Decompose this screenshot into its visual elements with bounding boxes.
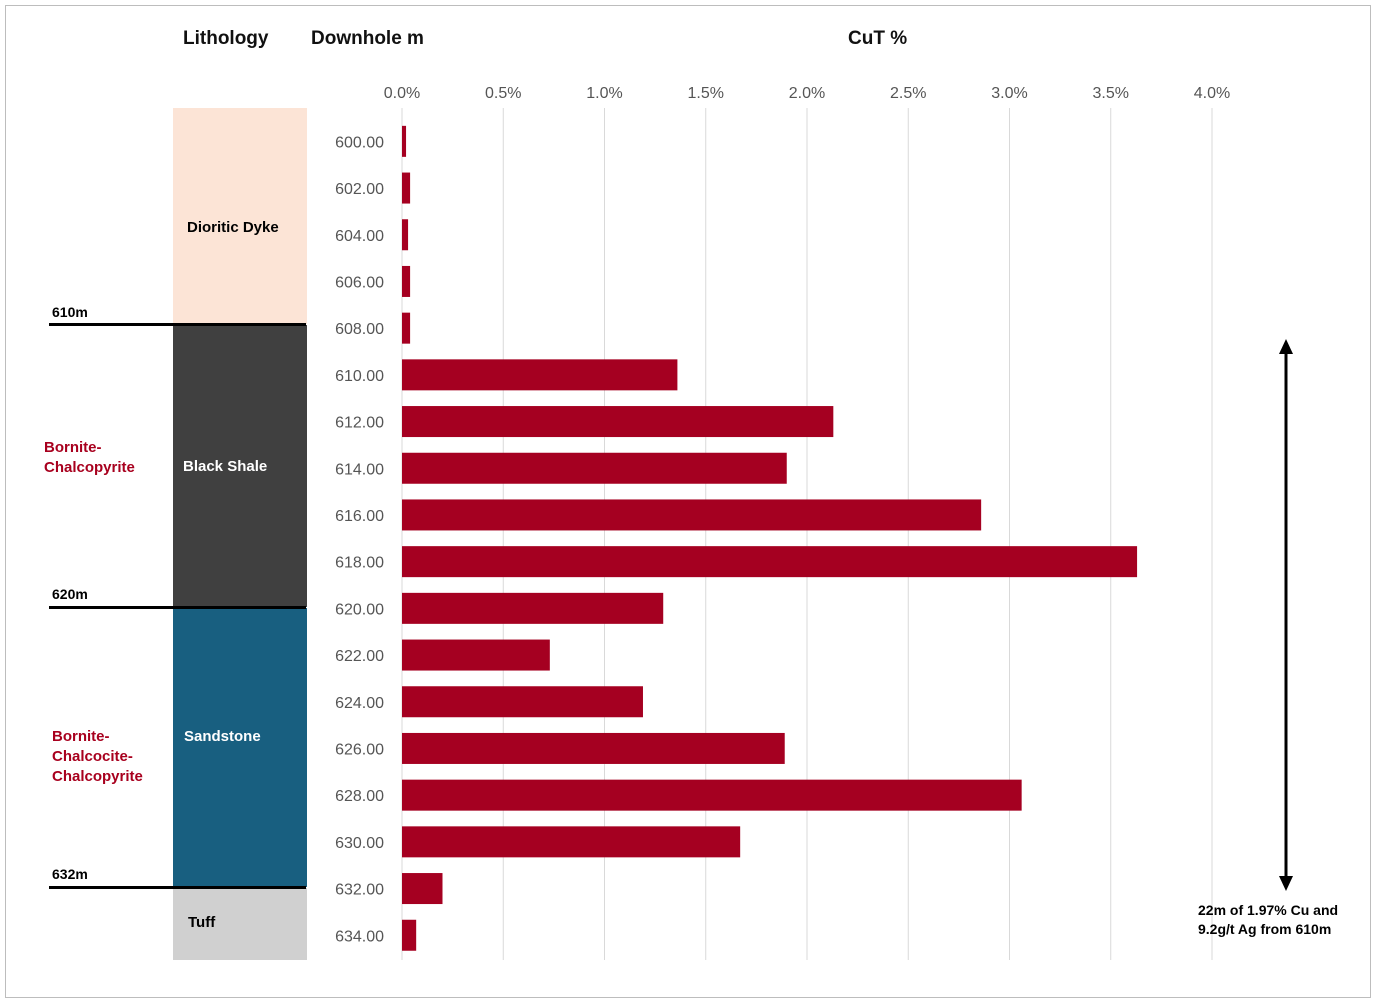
- bar-layer: [402, 125, 1138, 951]
- chart-title: CuT %: [848, 28, 908, 49]
- bar: [402, 779, 1022, 811]
- chart-frame: [5, 5, 1371, 998]
- depth-line-620: [49, 606, 306, 609]
- category-label: 620.00: [335, 601, 384, 618]
- lithology-unit-sandstone: Sandstone: [173, 608, 307, 887]
- lithology-unit-tuff: Tuff: [173, 888, 307, 960]
- x-tick-label: 1.5%: [688, 85, 724, 102]
- mineral-line: Bornite-: [52, 728, 110, 745]
- category-label: 622.00: [335, 648, 384, 665]
- depth-label-632: 632m: [52, 866, 88, 882]
- x-tick-label: 0.5%: [485, 85, 521, 102]
- lithology-label-black-shale: Black Shale: [183, 458, 268, 475]
- downhole-header: Downhole m: [311, 28, 424, 49]
- category-label: 606.00: [335, 274, 384, 291]
- intercept-note: 22m of 1.97% Cu and 9.2g/t Ag from 610m: [1198, 901, 1338, 939]
- bar: [402, 219, 409, 251]
- bar: [402, 732, 785, 764]
- x-tick-label: 2.0%: [789, 85, 825, 102]
- category-label: 618.00: [335, 555, 384, 572]
- mineral-line: Chalcopyrite: [52, 768, 143, 785]
- bar: [402, 406, 834, 438]
- intercept-note-line: 9.2g/t Ag from 610m: [1198, 921, 1332, 937]
- lithology-label-dioritic-dyke: Dioritic Dyke: [187, 219, 279, 236]
- lithology-unit-black-shale: Black Shale: [173, 325, 307, 607]
- intercept-arrow: [1279, 339, 1293, 891]
- bar: [402, 452, 787, 484]
- bar: [402, 873, 443, 905]
- category-label: 612.00: [335, 415, 384, 432]
- mineral-line: Chalcocite-: [52, 748, 133, 765]
- bar: [402, 265, 411, 297]
- category-label: 628.00: [335, 788, 384, 805]
- x-tick-label: 0.0%: [384, 85, 420, 102]
- category-label: 630.00: [335, 835, 384, 852]
- grid-layer: [401, 108, 1213, 960]
- bar: [402, 546, 1138, 578]
- category-label: 602.00: [335, 181, 384, 198]
- bar: [402, 359, 678, 391]
- x-tick-label: 2.5%: [890, 85, 926, 102]
- category-label: 626.00: [335, 741, 384, 758]
- category-label: 624.00: [335, 695, 384, 712]
- mineral-line: Chalcopyrite: [44, 459, 135, 476]
- depth-line-632: [49, 886, 306, 889]
- lithology-unit-dioritic-dyke: Dioritic Dyke: [173, 108, 307, 324]
- bar: [402, 919, 417, 951]
- depth-label-620: 620m: [52, 586, 88, 602]
- category-label: 632.00: [335, 882, 384, 899]
- depth-label-610: 610m: [52, 304, 88, 320]
- bar: [402, 639, 550, 671]
- x-tick-label: 4.0%: [1194, 85, 1230, 102]
- category-label: 616.00: [335, 508, 384, 525]
- lithology-label-sandstone: Sandstone: [184, 728, 261, 745]
- category-label: 614.00: [335, 461, 384, 478]
- bar: [402, 125, 407, 157]
- bar: [402, 686, 643, 718]
- category-layer: 600.00 602.00 604.00 606.00 608.00 610.00 612.…: [335, 134, 384, 945]
- category-label: 600.00: [335, 134, 384, 151]
- bar: [402, 312, 411, 344]
- bar: [402, 172, 411, 204]
- x-tick-label: 1.0%: [586, 85, 622, 102]
- x-tick-label: 3.5%: [1093, 85, 1129, 102]
- mineralization-label-upper: Bornite- Chalcopyrite: [44, 438, 135, 478]
- category-label: 604.00: [335, 228, 384, 245]
- lithology-label-tuff: Tuff: [188, 914, 216, 931]
- mineralization-label-lower: Bornite- Chalcocite- Chalcopyrite: [52, 727, 143, 787]
- category-label: 634.00: [335, 928, 384, 945]
- x-tick-layer: 0.0% 0.5% 1.0% 1.5% 2.0% 2.5% 3.0% 3.5% 4.0%: [384, 85, 1230, 102]
- bar: [402, 826, 741, 858]
- category-label: 610.00: [335, 368, 384, 385]
- intercept-note-line: 22m of 1.97% Cu and: [1198, 902, 1339, 918]
- x-tick-label: 3.0%: [991, 85, 1027, 102]
- depth-line-610: [49, 323, 306, 326]
- bar: [402, 499, 982, 531]
- bar: [402, 592, 664, 624]
- category-label: 608.00: [335, 321, 384, 338]
- mineral-line: Bornite-: [44, 439, 102, 456]
- lithology-header: Lithology: [183, 28, 269, 49]
